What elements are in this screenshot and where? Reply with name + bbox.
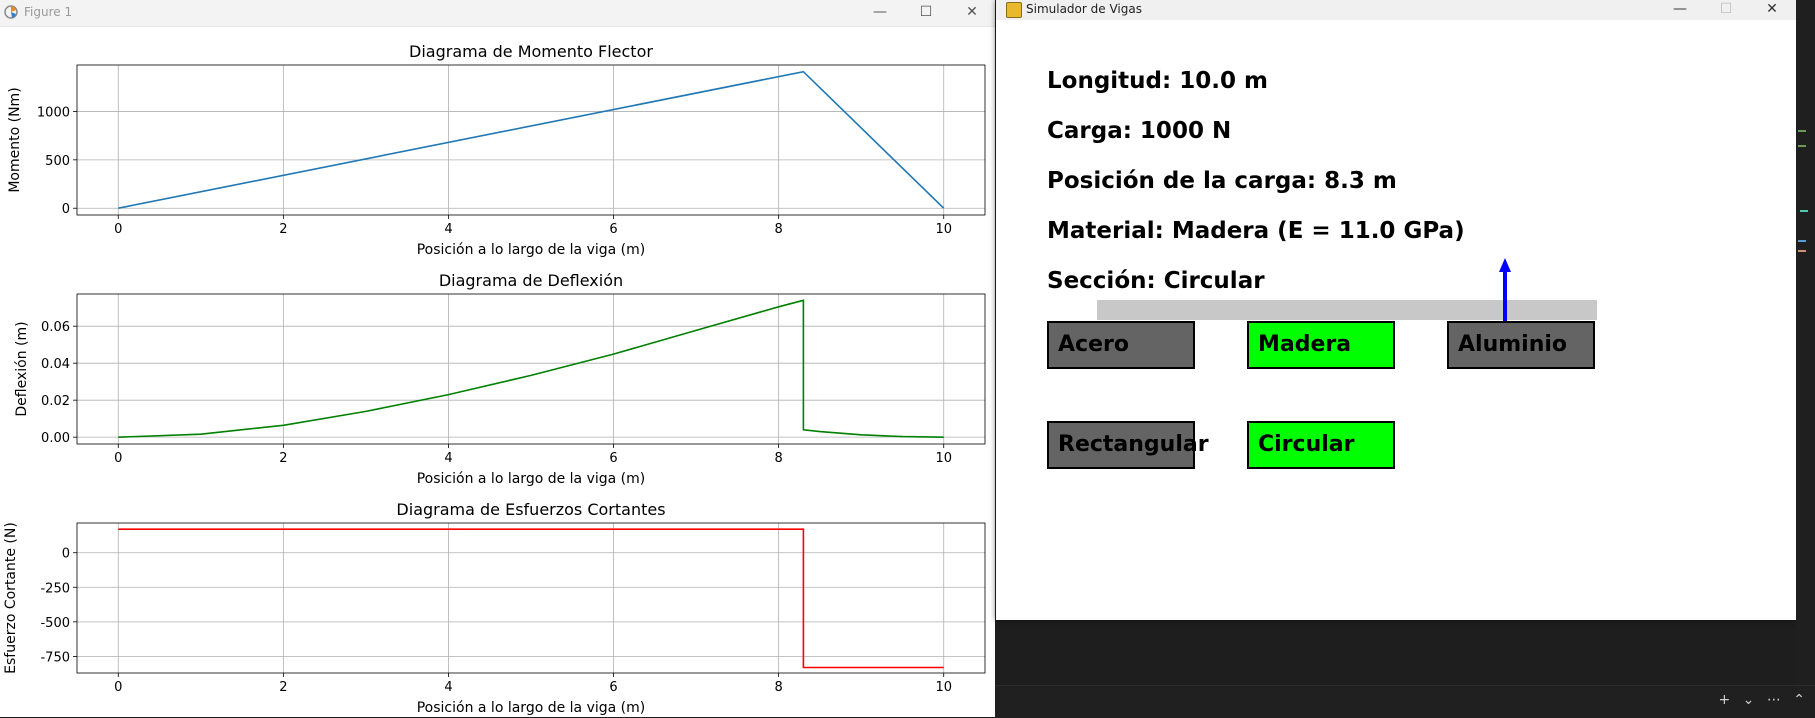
- x-tick-label: 4: [444, 451, 452, 466]
- x-tick-label: 2: [279, 680, 287, 695]
- series-line: [118, 528, 944, 669]
- series-line: [118, 299, 944, 438]
- beam-graphic: [1097, 300, 1597, 320]
- section-button-rectangular[interactable]: Rectangular: [1047, 421, 1209, 469]
- x-tick-label: 0: [114, 680, 122, 695]
- y-axis-label: Esfuerzo Cortante (N): [3, 522, 19, 674]
- y-tick-label: 0.02: [41, 394, 70, 409]
- x-tick-label: 8: [774, 222, 782, 237]
- series-line: [118, 70, 945, 209]
- load-label: Carga: 1000 N: [1047, 118, 1232, 144]
- x-tick-label: 8: [774, 451, 782, 466]
- x-tick-label: 0: [114, 451, 122, 466]
- material-button-madera[interactable]: Madera: [1247, 321, 1395, 369]
- y-tick-label: -500: [40, 616, 70, 631]
- material-button-aluminio[interactable]: Aluminio: [1447, 321, 1595, 369]
- x-tick-label: 6: [609, 451, 617, 466]
- figure-window: Figure 1 — ☐ ✕ 0 2 4 6 8 10 0 500 1000 Diagrama d…: [0, 0, 995, 717]
- taskbar: + ⌄ ⋯ ⌃: [995, 685, 1815, 718]
- material-label: Material: Madera (E = 11.0 GPa): [1047, 218, 1465, 244]
- section-label: Sección: Circular: [1047, 268, 1265, 294]
- x-axis-label: Posición a lo largo de la viga (m): [417, 242, 646, 258]
- y-tick-label: 500: [45, 154, 70, 169]
- x-tick-label: 6: [609, 680, 617, 695]
- subplot-title: Diagrama de Momento Flector: [409, 42, 653, 61]
- subplot-title: Diagrama de Deflexión: [439, 271, 623, 290]
- y-tick-label: 0.06: [41, 320, 70, 335]
- x-tick-label: 4: [444, 680, 452, 695]
- x-tick-label: 10: [935, 222, 952, 237]
- simulator-titlebar: Simulador de Vigas — ☐ ✕: [996, 0, 1796, 20]
- x-axis-label: Posición a lo largo de la viga (m): [417, 700, 646, 716]
- subplot-3: 0 2 4 6 8 10 -750 -500 -250 0 Diagrama de Esfuerzo…: [3, 500, 986, 716]
- axes-frame: [76, 522, 986, 674]
- axes-frame: [76, 293, 986, 445]
- x-tick-label: 2: [279, 222, 287, 237]
- load-arrow-icon: [1499, 258, 1511, 322]
- close-button[interactable]: ✕: [1766, 1, 1778, 17]
- x-tick-label: 10: [935, 451, 952, 466]
- simulator-window-title: Simulador de Vigas: [1026, 2, 1142, 16]
- x-tick-label: 4: [444, 222, 452, 237]
- maximize-button: ☐: [1719, 1, 1733, 17]
- section-button-circular[interactable]: Circular: [1247, 421, 1395, 469]
- x-axis-label: Posición a lo largo de la viga (m): [417, 471, 646, 487]
- x-tick-label: 8: [774, 680, 782, 695]
- taskbar-icons[interactable]: + ⌄ ⋯ ⌃: [1718, 692, 1809, 708]
- x-tick-label: 0: [114, 222, 122, 237]
- y-tick-label: 0.04: [41, 357, 70, 372]
- close-button[interactable]: ✕: [966, 4, 978, 20]
- minimize-button[interactable]: —: [873, 4, 887, 20]
- x-tick-label: 6: [609, 222, 617, 237]
- x-tick-label: 10: [935, 680, 952, 695]
- x-tick-label: 2: [279, 451, 287, 466]
- axes-frame: [76, 64, 986, 216]
- subplot-2: 0 2 4 6 8 10 0.00 0.02 0.04 0.06 Diagrama de Defle…: [14, 271, 986, 487]
- load-position-label: Posición de la carga: 8.3 m: [1047, 168, 1397, 194]
- y-tick-label: 1000: [37, 105, 70, 120]
- length-label: Longitud: 10.0 m: [1047, 68, 1268, 94]
- maximize-button[interactable]: ☐: [919, 4, 933, 20]
- minimize-button[interactable]: —: [1673, 1, 1687, 17]
- y-tick-label: 0: [62, 202, 70, 217]
- subplot-title: Diagrama de Esfuerzos Cortantes: [396, 500, 665, 519]
- y-tick-label: -750: [40, 650, 70, 665]
- figure-window-title: Figure 1: [24, 5, 73, 19]
- pygame-app-icon: [1006, 2, 1022, 18]
- y-axis-label: Momento (Nm): [7, 87, 23, 192]
- y-tick-label: 0.00: [41, 431, 70, 446]
- material-button-acero[interactable]: Acero: [1047, 321, 1195, 369]
- editor-background-strip: [1796, 0, 1815, 717]
- y-axis-label: Deflexión (m): [14, 321, 30, 416]
- y-tick-label: -250: [40, 581, 70, 596]
- subplot-1: 0 2 4 6 8 10 0 500 1000 Diagrama de Momento Flect…: [7, 42, 986, 258]
- figure-titlebar: Figure 1 — ☐ ✕: [0, 0, 995, 27]
- matplotlib-app-icon: [4, 5, 18, 19]
- simulator-window: Simulador de Vigas — ☐ ✕ Longitud: 10.0 …: [996, 0, 1796, 620]
- y-tick-label: 0: [62, 547, 70, 562]
